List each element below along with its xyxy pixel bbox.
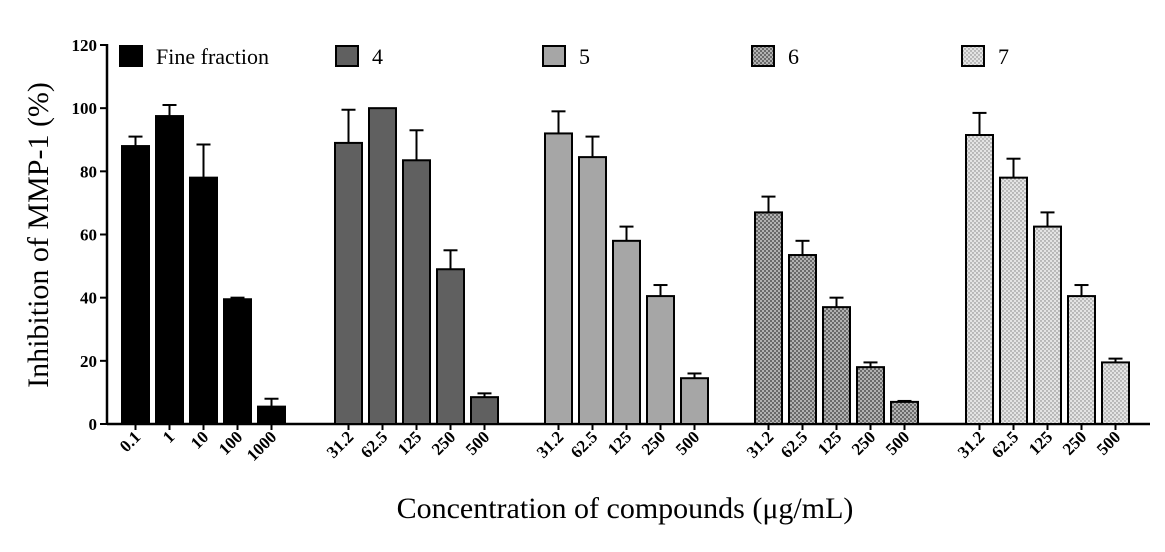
legend-label: 7 (998, 44, 1009, 69)
legend-swatch (119, 45, 143, 67)
y-tick-label: 20 (80, 352, 97, 371)
legend-label: 5 (579, 44, 590, 69)
x-tick-label: 62.5 (988, 427, 1022, 461)
x-tick-label: 1 (159, 427, 178, 446)
bar (189, 176, 218, 425)
bar (612, 239, 641, 425)
x-tick-label: 125 (814, 427, 845, 458)
y-axis-title: Inhibition of MMP-1 (%) (22, 82, 55, 388)
bar (155, 115, 184, 425)
x-axis-title: Concentration of compounds (μg/mL) (397, 492, 854, 525)
bar (788, 254, 817, 425)
legend-label: 6 (788, 44, 799, 69)
x-tick-label: 10 (187, 427, 212, 452)
legend: Fine fraction 4 5 6 7 (119, 44, 1009, 69)
legend-item: 4 (335, 44, 383, 69)
x-tick-label: 250 (1059, 427, 1090, 458)
bar (544, 132, 573, 426)
x-tick-label: 250 (638, 427, 669, 458)
bar (999, 176, 1028, 425)
bar (965, 134, 994, 425)
bar (1067, 295, 1096, 425)
y-tick-label: 100 (72, 99, 98, 118)
legend-label: Fine fraction (156, 44, 269, 69)
bar (680, 377, 709, 425)
y-tick-label: 120 (72, 36, 98, 55)
x-tick-label: 250 (848, 427, 879, 458)
bar (1033, 225, 1062, 425)
bar (470, 396, 499, 426)
series-5: 31.2 62.5 125 250 500 (954, 111, 1130, 462)
x-tick-label: 500 (1093, 427, 1124, 458)
bar (334, 141, 363, 426)
x-tick-label: 31.2 (533, 427, 567, 461)
legend-item: 6 (751, 44, 799, 69)
x-tick-label: 62.5 (357, 427, 391, 461)
legend-item: Fine fraction (119, 44, 269, 69)
bar (578, 156, 607, 426)
bar (257, 405, 286, 426)
legend-swatch (335, 45, 359, 67)
bar (436, 268, 465, 425)
legend-item: 5 (542, 44, 590, 69)
legend-swatch (961, 45, 985, 67)
legend-swatch (542, 45, 566, 67)
bar (121, 145, 150, 425)
bar (1101, 361, 1130, 426)
legend-swatch (751, 45, 775, 67)
bar (646, 295, 675, 425)
bar (822, 306, 851, 425)
series-3: 31.2 62.5 125 250 500 (533, 110, 709, 462)
x-tick-label: 31.2 (743, 427, 777, 461)
y-tick-label: 40 (80, 289, 97, 308)
x-tick-label: 500 (462, 427, 493, 458)
series-4: 31.2 62.5 125 250 500 (743, 195, 919, 462)
bar (856, 366, 885, 425)
series-2: 31.2 62.5 125 250 500 (323, 107, 499, 462)
x-tick-label: 500 (882, 427, 913, 458)
x-tick-label: 31.2 (323, 427, 357, 461)
x-tick-label: 0.1 (116, 427, 144, 455)
legend-label: 4 (372, 44, 383, 69)
bar (890, 400, 919, 425)
x-tick-label: 31.2 (954, 427, 988, 461)
x-tick-label: 1000 (243, 427, 280, 464)
bar (368, 107, 397, 426)
x-tick-label: 125 (604, 427, 635, 458)
bar (402, 159, 431, 425)
y-tick-label: 0 (89, 415, 98, 434)
legend-item: 7 (961, 44, 1009, 69)
x-tick-label: 250 (428, 427, 459, 458)
x-tick-label: 100 (215, 427, 246, 458)
bar (223, 298, 252, 425)
bar (754, 211, 783, 425)
x-tick-label: 125 (1025, 427, 1056, 458)
x-tick-label: 125 (394, 427, 425, 458)
x-tick-label: 62.5 (567, 427, 601, 461)
y-tick-label: 80 (80, 162, 97, 181)
x-tick-label: 62.5 (777, 427, 811, 461)
x-tick-label: 500 (672, 427, 703, 458)
y-tick-label: 60 (80, 226, 97, 245)
